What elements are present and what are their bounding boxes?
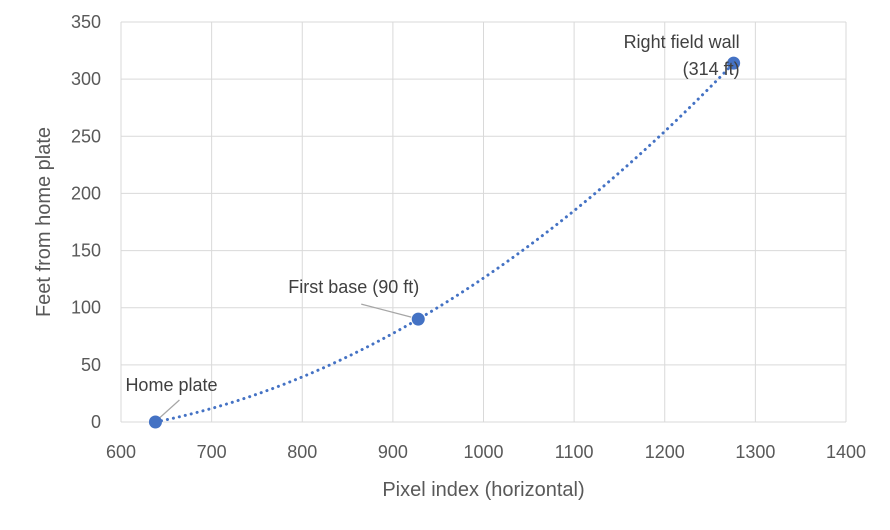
x-tick-label: 800 [287, 442, 317, 462]
y-tick-label: 0 [91, 412, 101, 432]
x-tick-label: 700 [197, 442, 227, 462]
y-tick-label: 300 [71, 69, 101, 89]
annotation-right-field-wall: Right field wall [624, 32, 740, 52]
annotation-leaders [159, 303, 412, 419]
x-tick-label: 1200 [645, 442, 685, 462]
y-axis-ticks: 0 50 100 150 200 250 300 350 [71, 12, 101, 432]
y-axis-title: Feet from home plate [33, 127, 55, 317]
y-tick-label: 350 [71, 12, 101, 32]
leader-home-plate [159, 399, 180, 419]
y-tick-label: 100 [71, 298, 101, 318]
x-tick-label: 600 [106, 442, 136, 462]
data-point [411, 312, 425, 326]
x-axis-title: Pixel index (horizontal) [382, 479, 584, 501]
annotation-right-field-wall: (314 ft) [683, 59, 740, 79]
x-tick-label: 900 [378, 442, 408, 462]
x-tick-label: 1100 [555, 442, 594, 462]
x-tick-label: 1000 [463, 442, 503, 462]
y-tick-label: 150 [71, 241, 101, 261]
leader-first-base [361, 303, 412, 318]
annotation-labels: Home plate First base (90 ft) Right field … [125, 32, 739, 395]
data-point [727, 56, 741, 70]
trendline [153, 61, 736, 424]
data-point [148, 415, 162, 429]
y-tick-label: 50 [81, 355, 101, 375]
x-axis-ticks: 600 700 800 900 1000 1100 1200 1300 1400 [106, 442, 866, 462]
y-tick-label: 200 [71, 183, 101, 203]
annotation-home-plate: Home plate [125, 375, 217, 395]
data-points [148, 56, 741, 429]
annotation-first-base: First base (90 ft) [288, 277, 419, 297]
x-tick-label: 1400 [826, 442, 866, 462]
gridlines [120, 21, 847, 423]
x-tick-label: 1300 [735, 442, 775, 462]
y-tick-label: 250 [71, 126, 101, 146]
